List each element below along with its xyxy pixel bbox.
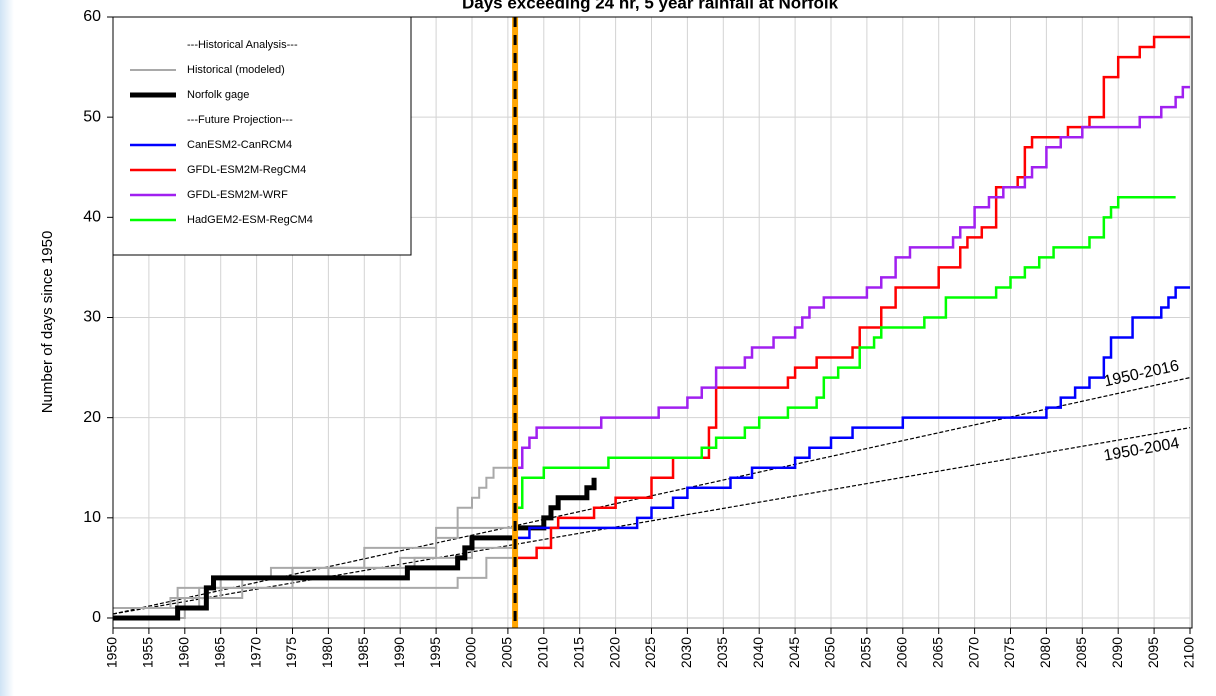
x-tick-label: 1965 [211,637,227,668]
x-tick-label: 1970 [247,637,263,668]
legend-label: GFDL-ESM2M-RegCM4 [187,164,306,176]
y-tick-label: 50 [83,108,101,125]
x-tick-label: 2005 [499,637,515,668]
plot-box [112,16,1193,629]
legend-label: Norfolk gage [187,89,249,101]
x-tick-label: 2050 [822,637,838,668]
x-tick-label: 2075 [1001,637,1017,668]
x-tick-label: 2010 [535,637,551,668]
x-tick-label: 1995 [427,637,443,668]
y-tick-label: 20 [83,409,101,426]
x-tick-label: 1990 [391,637,407,668]
x-tick-label: 2085 [1073,637,1089,668]
x-tick-label: 1985 [355,637,371,668]
x-tick-label: 2040 [750,637,766,668]
x-tick-label: 2060 [894,637,910,668]
legend-label: Historical (modeled) [187,64,285,76]
y-tick-label: 40 [83,209,101,226]
step-line [113,466,516,609]
x-tick-label: 2000 [463,637,479,668]
x-tick-label: 2095 [1145,637,1161,668]
legend-label: CanESM2-CanRCM4 [187,139,292,151]
x-tick-label: 2080 [1037,637,1053,668]
y-axis-label: Number of days since 1950 [39,231,56,414]
step-line [113,507,517,619]
step-line [515,286,1190,540]
trend-label: 1950-2016 [1102,357,1180,390]
legend-header: ---Historical Analysis--- [187,39,298,51]
y-tick-label: 30 [83,309,101,326]
x-tick-label: 2020 [606,637,622,668]
x-tick-label: 1980 [319,637,335,668]
x-tick-label: 1950 [104,637,120,668]
x-tick-label: 2055 [858,637,874,668]
y-tick-label: 10 [83,509,101,526]
x-tick-label: 2045 [786,637,802,668]
step-line [113,526,516,619]
step-line [113,477,597,621]
x-tick-label: 2070 [965,637,981,668]
chart-title: Days exceeding 24 hr, 5 year rainfall at… [462,0,839,12]
x-tick-label: 2065 [929,637,945,668]
step-line [515,196,1176,510]
legend-box [112,16,412,256]
y-tick-label: 0 [92,609,101,626]
x-tick-label: 2090 [1109,637,1125,668]
legend-label: HadGEM2-ESM-RegCM4 [187,214,313,226]
x-tick-label: 2025 [642,637,658,668]
legend-header: ---Future Projection--- [187,114,293,126]
x-tick-label: 1955 [140,637,156,668]
x-tick-label: 2015 [570,637,586,668]
x-tick-label: 1960 [176,637,192,668]
x-tick-label: 2035 [714,637,730,668]
legend-label: GFDL-ESM2M-WRF [187,189,288,201]
step-line [515,85,1190,469]
x-tick-label: 2100 [1181,637,1197,668]
window-edge [0,0,14,696]
trend-label: 1950-2004 [1102,435,1180,465]
x-tick-label: 1975 [283,637,299,668]
x-tick-label: 2030 [678,637,694,668]
y-tick-label: 60 [83,8,101,25]
